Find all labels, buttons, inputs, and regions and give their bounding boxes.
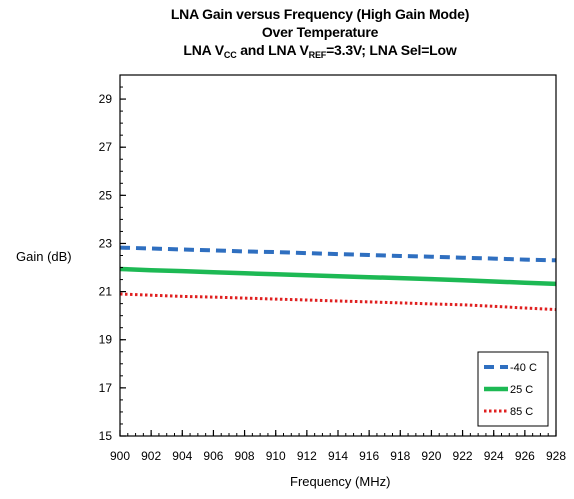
chart-conditions: LNA VCC and LNA VREF=3.3V; LNA Sel=Low <box>60 42 574 60</box>
y-tick-label: 29 <box>99 92 113 106</box>
y-axis-label: Gain (dB) <box>16 249 72 264</box>
x-tick-label: 920 <box>421 449 441 463</box>
conditions-prefix: LNA V <box>183 42 224 58</box>
y-tick-label: 25 <box>99 188 113 202</box>
x-tick-label: 924 <box>484 449 504 463</box>
x-axis-label: Frequency (MHz) <box>290 474 391 489</box>
series-line-2 <box>119 292 557 312</box>
y-tick-label: 15 <box>99 429 113 443</box>
x-tick-label: 902 <box>141 449 161 463</box>
x-tick-label: 904 <box>172 449 192 463</box>
conditions-sub-ref: REF <box>308 50 327 60</box>
y-tick-label: 23 <box>99 236 113 250</box>
axes-layer: 15 17 19 21 23 25 27 29 900 902 904 906 908 910 912 914… <box>99 74 566 463</box>
x-tick-label: 926 <box>515 449 535 463</box>
legend-label-0: -40 C <box>510 362 537 374</box>
legend-label-1: 25 C <box>510 384 533 396</box>
y-tick-label: 27 <box>99 140 113 154</box>
chart-subtitle: Over Temperature <box>261 24 379 40</box>
conditions-sub-cc: CC <box>223 50 237 60</box>
x-tick-label: 916 <box>359 449 379 463</box>
x-tick-label: 900 <box>110 449 130 463</box>
series-line-1 <box>119 266 557 287</box>
y-tick-label: 19 <box>99 333 113 347</box>
conditions-middle: and LNA V <box>236 42 309 58</box>
series-line-0 <box>119 245 557 263</box>
y-tick-label: 21 <box>99 285 113 299</box>
chart-title: LNA Gain versus Frequency (High Gain Mod… <box>170 6 470 22</box>
x-tick-label: 922 <box>453 449 473 463</box>
conditions-suffix: =3.3V; LNA Sel=Low <box>326 42 457 58</box>
y-tick-label: 17 <box>99 381 113 395</box>
x-tick-label: 908 <box>235 449 255 463</box>
x-tick-label: 910 <box>266 449 286 463</box>
x-tick-label: 928 <box>546 449 566 463</box>
series-layer <box>119 245 557 312</box>
legend-label-2: 85 C <box>510 406 533 418</box>
x-tick-label: 914 <box>328 449 348 463</box>
x-tick-label: 918 <box>390 449 410 463</box>
legend: -40 C 25 C 85 C <box>477 351 549 427</box>
x-tick-label: 912 <box>297 449 317 463</box>
x-tick-label: 906 <box>203 449 223 463</box>
